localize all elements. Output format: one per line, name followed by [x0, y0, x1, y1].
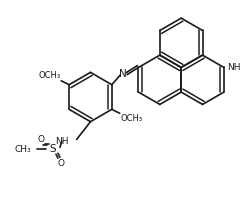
Text: OCH₃: OCH₃ [38, 71, 60, 80]
Text: CH₃: CH₃ [15, 145, 31, 154]
Text: OCH₃: OCH₃ [121, 114, 143, 123]
Text: NH: NH [227, 63, 240, 72]
Text: O: O [38, 135, 45, 144]
Text: NH: NH [55, 137, 69, 146]
Text: S: S [50, 144, 56, 154]
Text: O: O [57, 159, 64, 168]
Text: N: N [119, 69, 127, 79]
